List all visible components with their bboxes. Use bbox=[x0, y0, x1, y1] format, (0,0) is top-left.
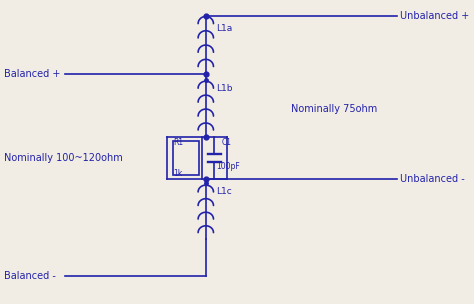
Text: R1: R1 bbox=[173, 138, 183, 147]
Text: L1a: L1a bbox=[217, 24, 233, 33]
Text: Nominally 75ohm: Nominally 75ohm bbox=[291, 104, 377, 114]
Text: Balanced +: Balanced + bbox=[3, 69, 60, 79]
Text: C1: C1 bbox=[222, 137, 232, 147]
Bar bbox=[173, 140, 200, 175]
Text: Balanced -: Balanced - bbox=[3, 271, 55, 281]
Text: Unbalanced -: Unbalanced - bbox=[400, 174, 465, 184]
Text: L1b: L1b bbox=[217, 84, 233, 93]
Text: 1k: 1k bbox=[173, 169, 182, 178]
Text: Unbalanced +: Unbalanced + bbox=[400, 12, 469, 22]
Text: 100pF: 100pF bbox=[217, 162, 240, 171]
Text: Nominally 100~120ohm: Nominally 100~120ohm bbox=[3, 153, 122, 163]
Text: L1c: L1c bbox=[217, 187, 232, 196]
